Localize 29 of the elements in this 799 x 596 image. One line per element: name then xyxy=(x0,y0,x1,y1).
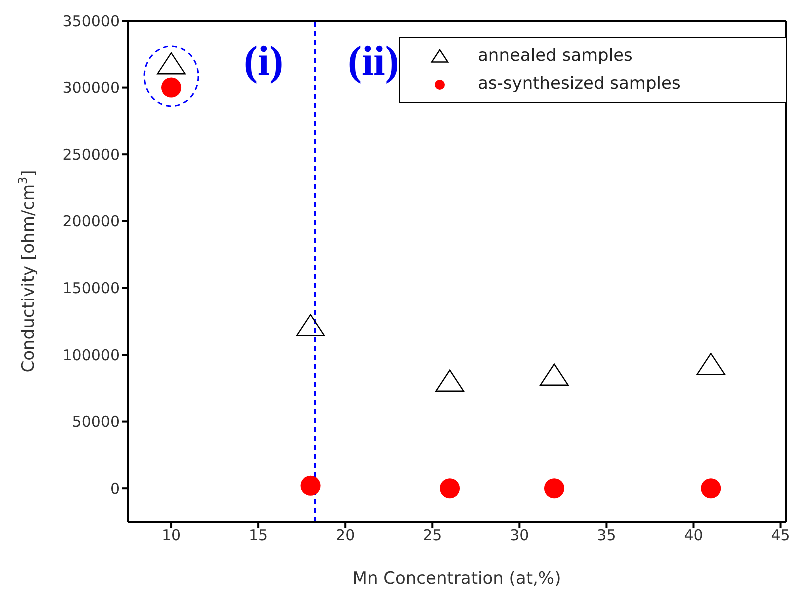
y-tick-label: 300000 xyxy=(62,79,120,98)
x-tick-label: 25 xyxy=(423,526,442,545)
point xyxy=(540,364,569,386)
y-tick-label: 150000 xyxy=(62,280,120,298)
y-tick-label: 0 xyxy=(110,480,120,498)
annotation: (i) xyxy=(244,38,284,86)
x-axis-title: Mn Concentration (at,%) xyxy=(352,569,562,589)
annotation: (ii) xyxy=(348,38,400,86)
y-tick-label: 200000 xyxy=(62,212,120,231)
x-tick-label: 40 xyxy=(684,526,704,545)
point xyxy=(696,353,726,376)
x-tick-label: 35 xyxy=(597,526,616,545)
point xyxy=(544,478,564,499)
point xyxy=(300,476,321,496)
legend-label: annealed samples xyxy=(478,46,633,66)
y-tick-label: 350000 xyxy=(62,12,120,30)
y-tick-label: 250000 xyxy=(62,146,120,164)
x-tick-label: 10 xyxy=(162,526,182,545)
point xyxy=(440,478,460,499)
x-tick-label: 20 xyxy=(336,526,356,545)
legend-label: as-synthesized samples xyxy=(478,74,681,94)
point xyxy=(436,370,464,392)
y-tick-label: 50000 xyxy=(72,413,120,432)
x-tick-label: 30 xyxy=(510,526,530,545)
point xyxy=(701,478,722,499)
x-tick-label: 15 xyxy=(249,526,268,545)
x-tick-label: 45 xyxy=(771,526,790,545)
y-tick-label: 100000 xyxy=(62,346,120,364)
point xyxy=(296,314,326,337)
